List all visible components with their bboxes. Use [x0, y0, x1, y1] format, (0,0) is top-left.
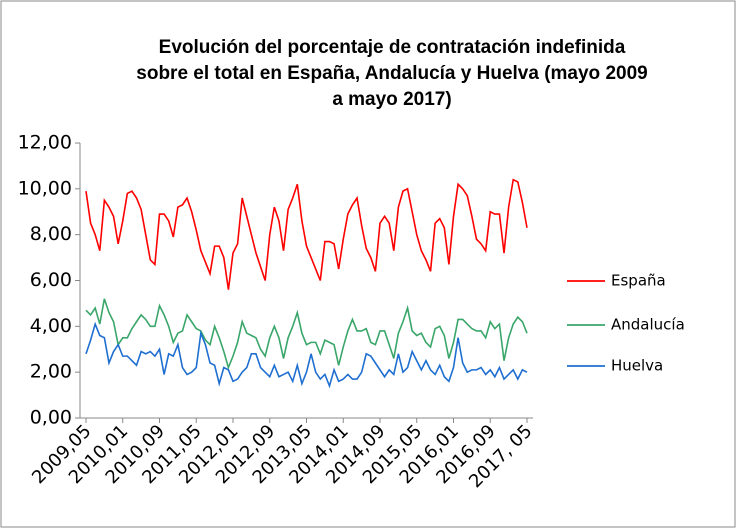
chart-title: sobre el total en España, Andalucía y Hu… — [136, 63, 647, 84]
y-tick-label: 8,00 — [30, 223, 72, 245]
y-tick-label: 2,00 — [30, 361, 72, 383]
y-tick-label: 6,00 — [30, 269, 72, 291]
series-line — [85, 321, 528, 389]
y-tick-label: 0,00 — [30, 407, 72, 429]
chart-title: Evolución del porcentaje de contratación… — [159, 37, 626, 58]
series-line — [85, 178, 528, 290]
y-tick-label: 4,00 — [30, 315, 72, 337]
y-tick-label: 12,00 — [18, 132, 72, 154]
series-line — [85, 298, 528, 371]
chart-title: a mayo 2017) — [332, 89, 451, 110]
legend-label: Andalucía — [611, 316, 685, 334]
legend-label: España — [611, 272, 666, 290]
legend-label: Huelva — [611, 357, 663, 375]
y-tick-label: 10,00 — [18, 177, 72, 199]
